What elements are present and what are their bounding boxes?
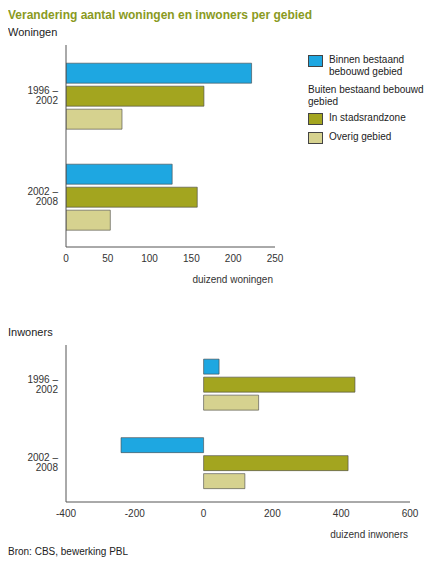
svg-text:2002 –2008: 2002 –2008 <box>27 452 58 473</box>
svg-text:250: 250 <box>267 253 284 264</box>
svg-text:1996 –2002: 1996 –2002 <box>27 85 58 106</box>
html-text:Binnen bestaand bebouwd gebied: Binnen bestaand bebouwd gebied <box>329 54 405 77</box>
svg-text:2002 –2008: 2002 –2008 <box>27 186 58 207</box>
html-text:Overig gebied: Overig gebied <box>329 131 392 142</box>
svg-text:-200: -200 <box>125 508 145 519</box>
html-text:Woningen: Woningen <box>8 26 58 38</box>
html-text:Bron: CBS, bewerking PBL: Bron: CBS, bewerking PBL <box>8 546 129 557</box>
html-text:Verandering aantal woningen en: Verandering aantal woningen en inwoners … <box>8 8 313 22</box>
svg-text:-400: -400 <box>56 508 76 519</box>
svg-text:duizend woningen: duizend woningen <box>192 274 273 285</box>
svg-text:200: 200 <box>264 508 281 519</box>
svg-text:0: 0 <box>63 253 69 264</box>
svg-text:1996 –2002: 1996 –2002 <box>27 374 58 395</box>
html-text:Inwoners: Inwoners <box>8 326 53 338</box>
svg-text:duizend inwoners: duizend inwoners <box>330 529 408 540</box>
svg-text:50: 50 <box>102 253 114 264</box>
svg-text:150: 150 <box>183 253 200 264</box>
svg-text:0: 0 <box>201 508 207 519</box>
svg-text:200: 200 <box>225 253 242 264</box>
svg-text:100: 100 <box>141 253 158 264</box>
html-text:In stadsrandzone: In stadsrandzone <box>329 112 406 123</box>
svg-text:400: 400 <box>333 508 350 519</box>
html-text:Buiten bestaand bebouwd gebied: Buiten bestaand bebouwd gebied <box>308 84 424 107</box>
svg-text:600: 600 <box>402 508 419 519</box>
